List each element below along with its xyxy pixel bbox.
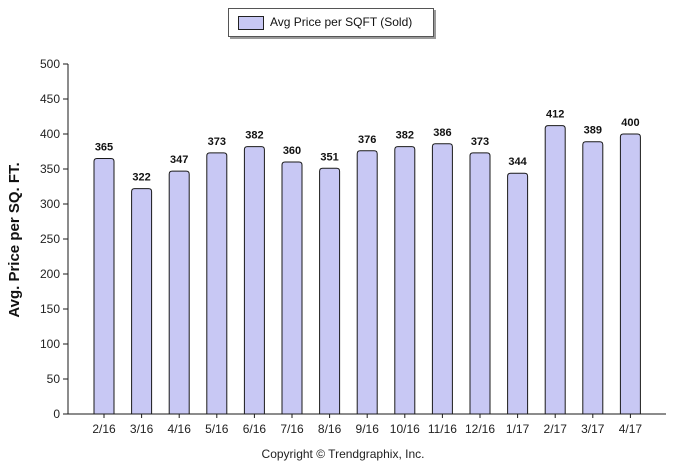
bar xyxy=(206,152,228,415)
legend: Avg Price per SQFT (Sold) xyxy=(228,8,434,37)
bar xyxy=(243,146,265,415)
bars xyxy=(93,125,641,415)
x-tick-label: 8/16 xyxy=(318,422,342,436)
x-tick-label: 10/16 xyxy=(390,422,420,436)
data-label: 376 xyxy=(358,134,376,146)
x-tick-label: 12/16 xyxy=(465,422,495,436)
bar xyxy=(582,141,604,415)
x-tick-label: 1/17 xyxy=(506,422,530,436)
x-tick-label: 3/16 xyxy=(130,422,154,436)
bar xyxy=(507,172,529,415)
x-tick-label: 2/17 xyxy=(544,422,568,436)
y-axis: 0 50 100 150 200 250 300 350 400 450 500 xyxy=(40,57,69,421)
y-tick-label: 350 xyxy=(40,162,60,176)
x-tick-label: 7/16 xyxy=(280,422,304,436)
x-axis: 2/16 3/16 4/16 5/16 6/16 7/16 8/16 9/16 10/16 11/… xyxy=(68,413,666,436)
data-label: 389 xyxy=(584,125,602,137)
legend-swatch xyxy=(238,16,264,30)
y-tick-label: 250 xyxy=(40,232,60,246)
y-tick-label: 300 xyxy=(40,197,60,211)
data-label: 373 xyxy=(208,136,226,148)
bar xyxy=(131,188,153,415)
bar xyxy=(319,167,341,415)
bar xyxy=(619,133,641,415)
data-label: 386 xyxy=(433,127,451,139)
bar xyxy=(431,143,453,415)
x-tick-label: 3/17 xyxy=(581,422,605,436)
x-tick-label: 4/16 xyxy=(168,422,192,436)
bar xyxy=(356,150,378,415)
data-label: 344 xyxy=(508,156,527,168)
bar xyxy=(469,152,491,415)
y-tick-label: 100 xyxy=(40,337,60,351)
x-tick-label: 9/16 xyxy=(356,422,380,436)
copyright-footer: Copyright © Trendgraphix, Inc. xyxy=(261,447,425,461)
data-label: 382 xyxy=(396,130,414,142)
y-tick-label: 50 xyxy=(47,372,61,386)
data-label: 347 xyxy=(170,154,188,166)
data-label: 351 xyxy=(320,151,338,163)
data-label: 382 xyxy=(245,130,263,142)
x-tick-label: 6/16 xyxy=(243,422,267,436)
data-label: 322 xyxy=(132,172,150,184)
data-label: 412 xyxy=(546,109,564,121)
y-tick-label: 500 xyxy=(40,57,60,71)
y-tick-label: 400 xyxy=(40,127,60,141)
x-tick-label: 5/16 xyxy=(205,422,229,436)
data-label: 365 xyxy=(95,142,113,154)
bar xyxy=(168,170,190,415)
data-label: 400 xyxy=(621,117,639,129)
y-tick-label: 450 xyxy=(40,92,60,106)
x-tick-label: 2/16 xyxy=(92,422,116,436)
x-tick-label: 4/17 xyxy=(619,422,643,436)
legend-label: Avg Price per SQFT (Sold) xyxy=(270,15,413,29)
y-tick-label: 0 xyxy=(53,407,60,421)
y-axis-title: Avg. Price per SQ. FT. xyxy=(6,162,23,317)
bar xyxy=(93,158,115,415)
y-tick-label: 150 xyxy=(40,302,60,316)
data-label: 373 xyxy=(471,136,489,148)
y-tick-label: 200 xyxy=(40,267,60,281)
x-tick-label: 11/16 xyxy=(428,422,457,436)
data-labels: 365 322 347 373 382 360 351 376 382 386 373 344 412 3… xyxy=(95,109,640,184)
data-label: 360 xyxy=(283,145,301,157)
bar xyxy=(544,125,566,415)
bar xyxy=(281,161,303,415)
bar xyxy=(394,146,416,415)
